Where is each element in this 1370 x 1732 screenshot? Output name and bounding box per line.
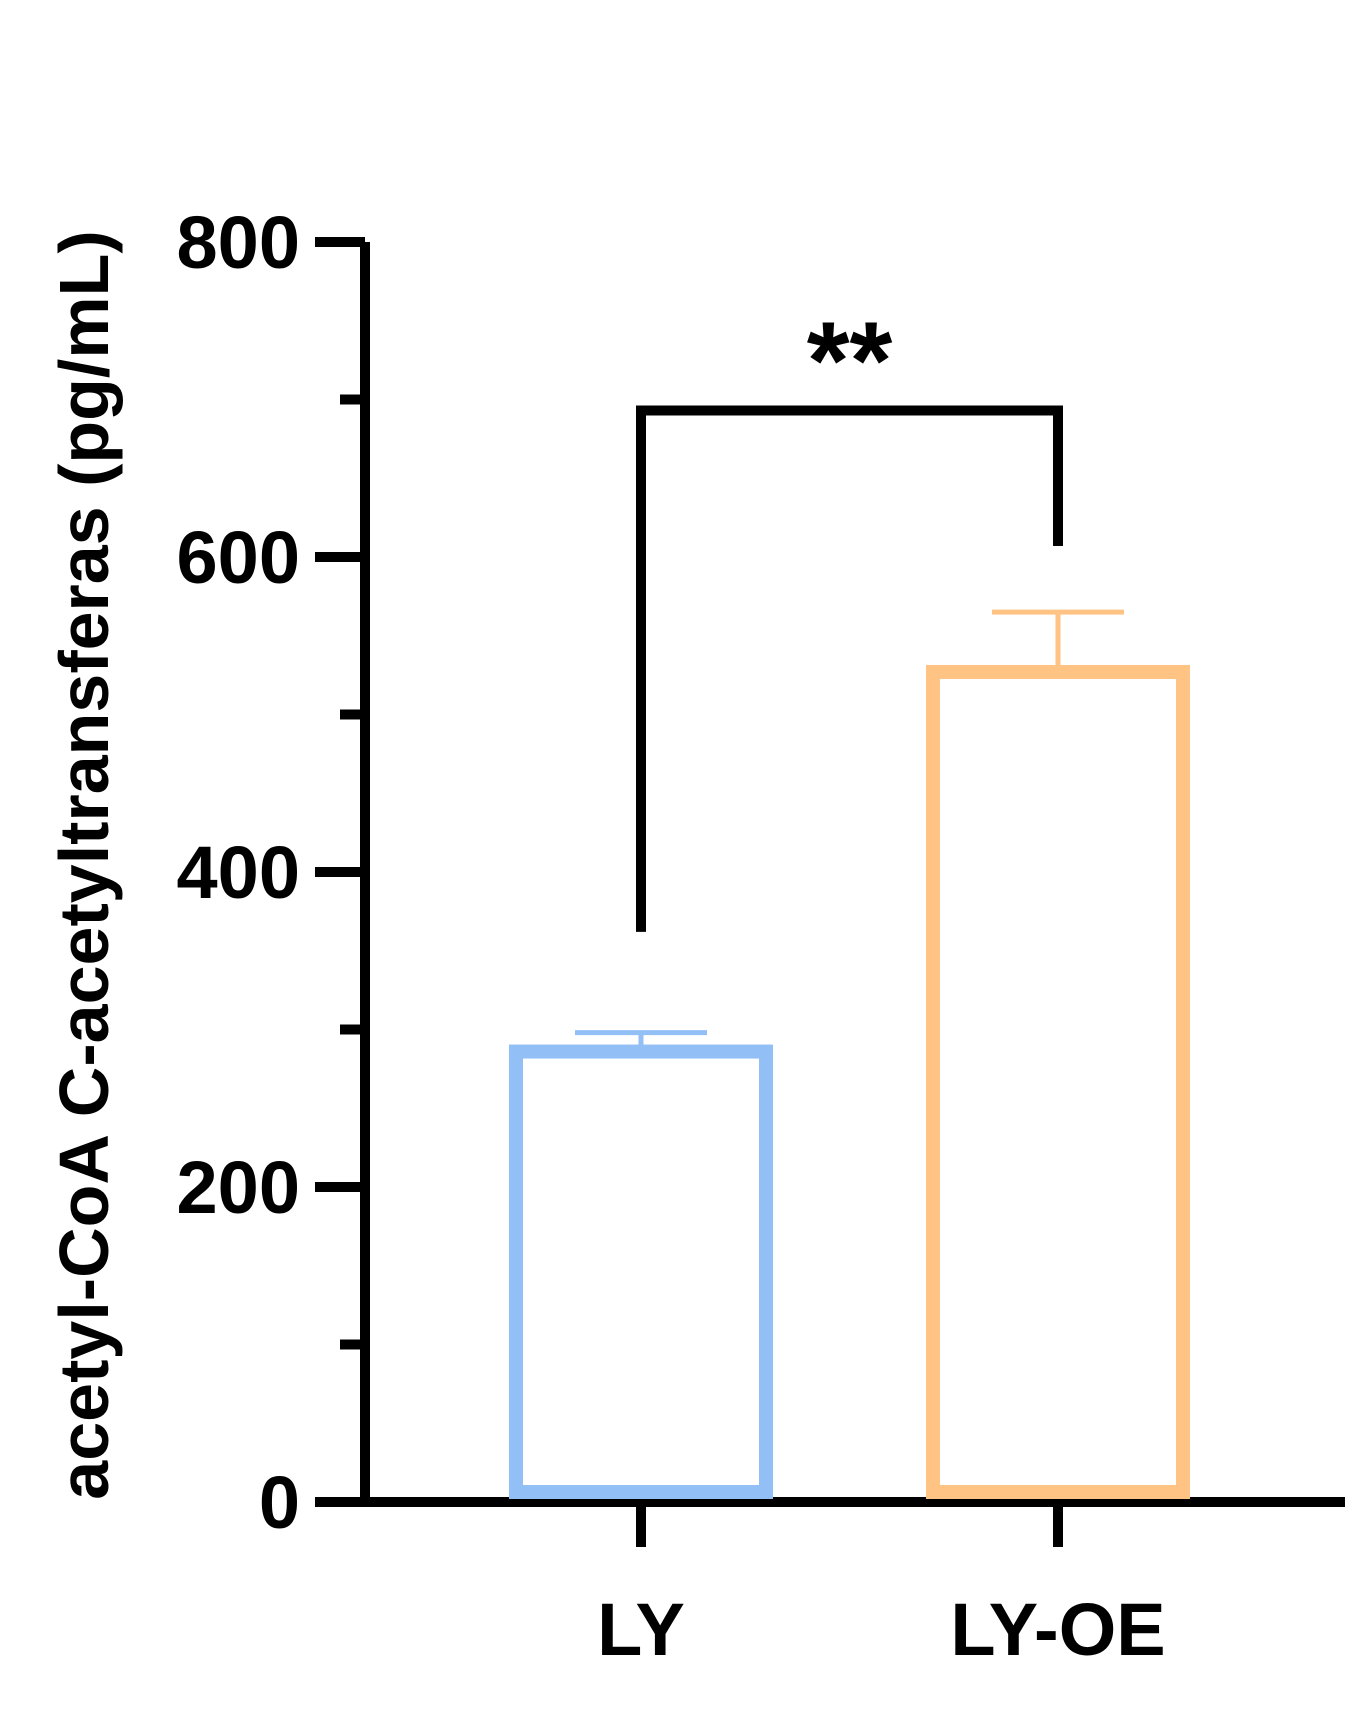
significance-annotation: **	[636, 300, 1063, 932]
y-axis-label: acetyl-CoA C-acetyltransferas (pg/mL)	[45, 230, 123, 1499]
y-tick-label: 400	[177, 831, 300, 914]
y-tick-label: 800	[177, 201, 300, 284]
significance-label: **	[807, 300, 893, 423]
bars: LY LY-OE	[509, 609, 1190, 1671]
y-tick-label: 600	[177, 516, 300, 599]
y-tick-label: 0	[259, 1461, 300, 1544]
significance-bracket	[636, 405, 1063, 932]
axes: 0 200 400 600 800	[177, 201, 1345, 1544]
x-tick-label: LY-OE	[950, 1588, 1165, 1671]
bar-ly-oe	[926, 664, 1190, 1499]
bar-ly	[509, 1044, 773, 1500]
y-tick-label: 200	[177, 1146, 300, 1229]
x-tick-label: LY	[597, 1588, 685, 1671]
